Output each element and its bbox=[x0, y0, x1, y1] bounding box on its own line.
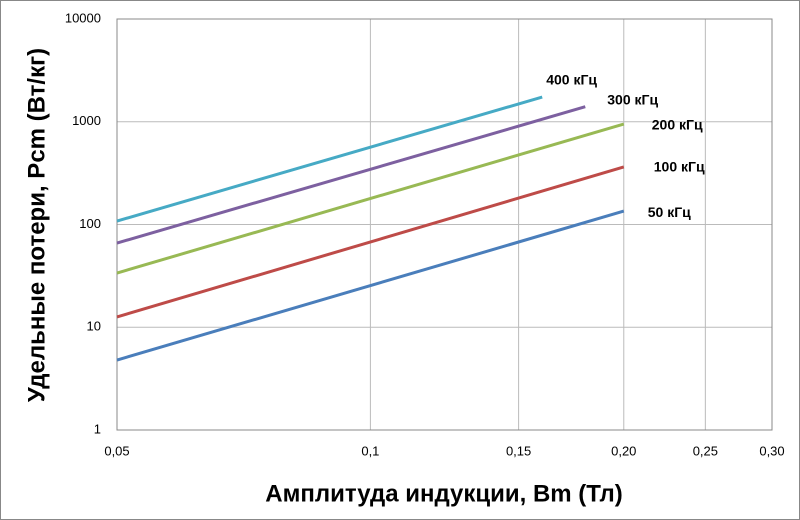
plot-border bbox=[116, 18, 773, 431]
series-label: 100 кГц bbox=[654, 159, 705, 175]
y-tick-label: 1000 bbox=[72, 113, 101, 128]
x-tick-label: 0,20 bbox=[611, 443, 636, 458]
y-axis-title: Удельные потери, Pcm (Вт/кг) bbox=[23, 48, 50, 402]
x-tick-label: 0,05 bbox=[104, 443, 129, 458]
x-axis-title: Амплитуда индукции, Bm (Тл) bbox=[265, 480, 622, 507]
y-tick-label: 100 bbox=[79, 216, 101, 231]
series-line bbox=[116, 122, 625, 275]
x-tick-label: 0,30 bbox=[759, 443, 784, 458]
x-tick-label: 0,25 bbox=[693, 443, 718, 458]
series-label: 400 кГц bbox=[546, 72, 597, 88]
series-label: 200 кГц bbox=[652, 117, 703, 133]
y-tick-label: 1 bbox=[94, 421, 101, 436]
series-label: 300 кГц bbox=[607, 91, 658, 107]
series-line bbox=[116, 165, 625, 319]
series-label: 50 кГц bbox=[648, 204, 691, 220]
x-tick-label: 0,15 bbox=[506, 443, 531, 458]
series-line bbox=[116, 95, 543, 223]
y-tick-label: 10000 bbox=[65, 10, 101, 25]
x-tick-label: 0,1 bbox=[361, 443, 379, 458]
series-line bbox=[116, 105, 586, 245]
series-line bbox=[116, 209, 625, 362]
y-tick-label: 10 bbox=[87, 319, 101, 334]
